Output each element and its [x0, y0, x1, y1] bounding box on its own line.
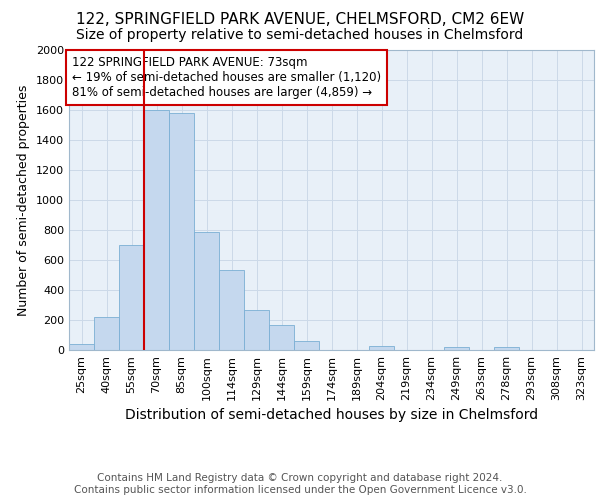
Bar [494, 347, 519, 350]
Text: 122 SPRINGFIELD PARK AVENUE: 73sqm
← 19% of semi-detached houses are smaller (1,: 122 SPRINGFIELD PARK AVENUE: 73sqm ← 19%… [71, 56, 381, 99]
Bar [169, 113, 194, 350]
Bar [119, 245, 144, 350]
Text: 122, SPRINGFIELD PARK AVENUE, CHELMSFORD, CM2 6EW: 122, SPRINGFIELD PARK AVENUE, CHELMSFORD… [76, 12, 524, 28]
Bar [94, 317, 119, 350]
X-axis label: Distribution of semi-detached houses by size in Chelmsford: Distribution of semi-detached houses by … [125, 408, 538, 422]
Y-axis label: Number of semi-detached properties: Number of semi-detached properties [17, 84, 31, 316]
Bar [194, 232, 219, 350]
Bar [294, 341, 319, 350]
Bar [269, 325, 294, 350]
Bar [369, 346, 394, 350]
Text: Contains HM Land Registry data © Crown copyright and database right 2024.
Contai: Contains HM Land Registry data © Crown c… [74, 474, 526, 495]
Text: Size of property relative to semi-detached houses in Chelmsford: Size of property relative to semi-detach… [76, 28, 524, 42]
Bar [69, 344, 94, 350]
Bar [444, 347, 469, 350]
Bar [244, 310, 269, 350]
Bar [144, 110, 169, 350]
Bar [219, 270, 244, 350]
